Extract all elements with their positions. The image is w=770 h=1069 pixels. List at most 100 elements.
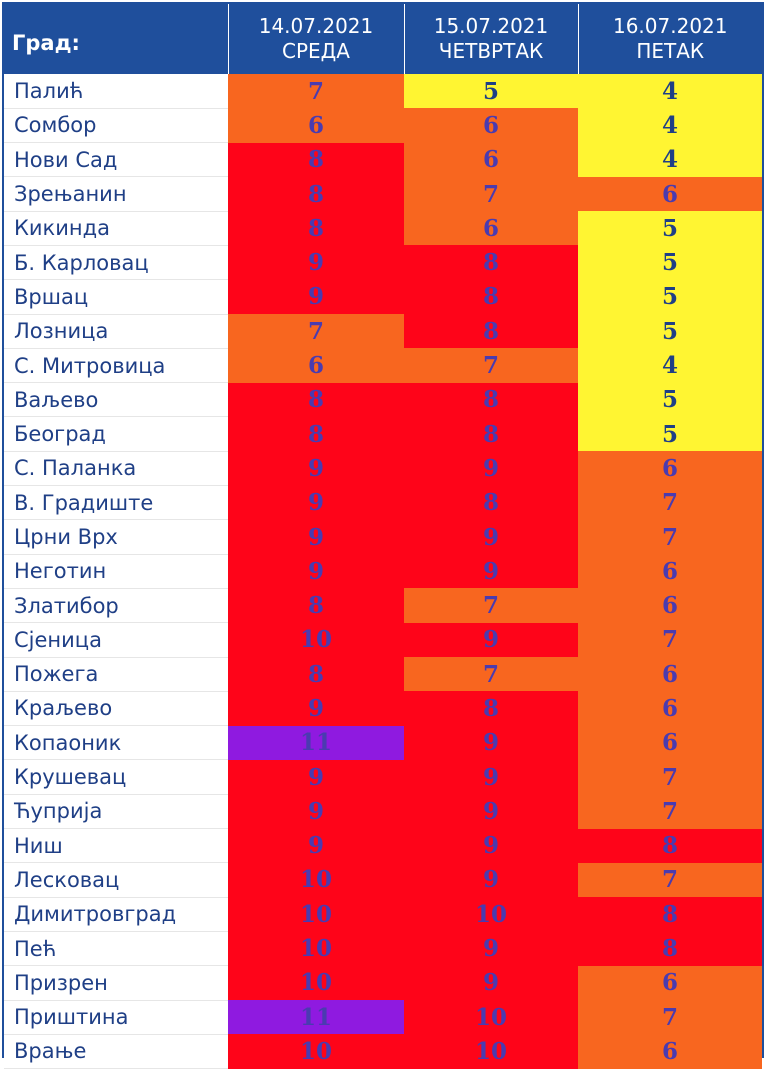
uv-index-cell: 9 xyxy=(404,759,578,795)
uv-index-cell: 8 xyxy=(228,176,404,212)
uv-index-cell: 10 xyxy=(404,1034,578,1069)
day-weekday: ПЕТАК xyxy=(636,39,705,63)
uv-index-cell: 8 xyxy=(404,279,578,315)
table-row: Пећ 10 9 8 xyxy=(4,931,762,967)
uv-index-cell: 9 xyxy=(404,828,578,863)
uv-index-cell: 7 xyxy=(578,759,762,795)
day-column-header: 15.07.2021 ЧЕТВРТАК xyxy=(404,4,579,74)
uv-index-cell: 6 xyxy=(578,1034,762,1069)
uv-index-cell: 10 xyxy=(228,862,404,898)
city-name: Зрењанин xyxy=(4,176,228,212)
city-column-header: Град: xyxy=(4,4,229,74)
uv-index-cell: 7 xyxy=(404,176,578,212)
uv-index-cell: 6 xyxy=(578,691,762,726)
uv-index-cell: 9 xyxy=(228,691,404,726)
city-name: Црни Врх xyxy=(4,519,228,555)
uv-index-cell: 5 xyxy=(578,279,762,315)
uv-index-cell: 6 xyxy=(578,451,762,486)
city-name: Ћуприја xyxy=(4,794,228,830)
uv-index-cell: 8 xyxy=(578,828,762,863)
city-name: Копаоник xyxy=(4,725,228,761)
uv-index-cell: 9 xyxy=(404,862,578,898)
uv-index-cell: 11 xyxy=(228,725,404,760)
city-name: Врање xyxy=(4,1034,228,1069)
table-row: Димитровград 10 10 8 xyxy=(4,897,762,932)
table-row: Сјеница 10 9 7 xyxy=(4,622,762,658)
uv-index-cell: 10 xyxy=(228,1034,404,1069)
city-name: Приштина xyxy=(4,1000,228,1035)
city-name: Вршац xyxy=(4,279,228,315)
uv-index-cell: 10 xyxy=(228,897,404,932)
city-name: Краљево xyxy=(4,691,228,727)
table-row: Београд 8 8 5 xyxy=(4,416,762,452)
table-row: Зрењанин 8 7 6 xyxy=(4,176,762,212)
uv-index-cell: 8 xyxy=(228,382,404,417)
day-weekday: СРЕДА xyxy=(282,39,350,63)
uv-index-cell: 10 xyxy=(228,622,404,658)
table-row: Врање 10 10 6 xyxy=(4,1034,762,1069)
uv-index-cell: 5 xyxy=(578,245,762,280)
uv-index-cell: 9 xyxy=(404,519,578,555)
city-name: Призрен xyxy=(4,965,228,1001)
uv-index-cell: 8 xyxy=(404,691,578,726)
table-row: Црни Врх 9 9 7 xyxy=(4,519,762,555)
uv-index-cell: 6 xyxy=(228,108,404,143)
uv-index-cell: 8 xyxy=(404,416,578,452)
table-row: Златибор 8 7 6 xyxy=(4,588,762,624)
table-row: Палић 7 5 4 xyxy=(4,74,762,109)
city-name: Кикинда xyxy=(4,211,228,246)
uv-index-cell: 10 xyxy=(228,931,404,966)
table-row: Приштина 11 10 7 xyxy=(4,1000,762,1035)
table-row: Б. Карловац 9 8 5 xyxy=(4,245,762,281)
uv-index-cell: 7 xyxy=(578,485,762,520)
uv-index-cell: 4 xyxy=(578,142,762,177)
city-name: Ниш xyxy=(4,828,228,864)
uv-index-cell: 7 xyxy=(578,519,762,555)
uv-index-cell: 6 xyxy=(578,588,762,623)
uv-index-cell: 7 xyxy=(578,622,762,658)
city-name: Сомбор xyxy=(4,108,228,144)
uv-index-cell: 7 xyxy=(578,794,762,829)
uv-index-cell: 5 xyxy=(578,211,762,246)
uv-index-cell: 4 xyxy=(578,74,762,109)
uv-index-cell: 9 xyxy=(404,931,578,966)
uv-index-cell: 8 xyxy=(228,211,404,246)
uv-index-cell: 9 xyxy=(404,622,578,658)
city-name: С. Паланка xyxy=(4,451,228,487)
uv-index-cell: 7 xyxy=(578,1000,762,1035)
table-row: Ћуприја 9 9 7 xyxy=(4,794,762,830)
table-row: Нови Сад 8 6 4 xyxy=(4,142,762,178)
uv-index-cell: 6 xyxy=(578,725,762,760)
city-name: Београд xyxy=(4,416,228,452)
day-column-header: 14.07.2021 СРЕДА xyxy=(228,4,405,74)
city-name: Пећ xyxy=(4,931,228,967)
uv-index-cell: 10 xyxy=(404,897,578,932)
uv-index-cell: 9 xyxy=(228,554,404,589)
uv-index-cell: 6 xyxy=(578,554,762,589)
uv-index-cell: 9 xyxy=(228,245,404,280)
uv-index-cell: 6 xyxy=(578,176,762,212)
day-date: 15.07.2021 xyxy=(433,14,549,38)
uv-index-cell: 11 xyxy=(228,1000,404,1035)
table-row: С. Паланка 9 9 6 xyxy=(4,451,762,487)
table-header-row: Град: 14.07.2021 СРЕДА 15.07.2021 ЧЕТВРТ… xyxy=(4,4,762,74)
day-weekday: ЧЕТВРТАК xyxy=(438,39,544,63)
uv-index-cell: 8 xyxy=(578,897,762,932)
city-name: Крушевац xyxy=(4,759,228,795)
uv-index-cell: 7 xyxy=(404,657,578,692)
city-name: С. Митровица xyxy=(4,348,228,384)
city-name: Лозница xyxy=(4,314,228,349)
city-name: Б. Карловац xyxy=(4,245,228,281)
uv-index-cell: 5 xyxy=(404,74,578,109)
uv-index-cell: 8 xyxy=(404,382,578,417)
city-name: В. Градиште xyxy=(4,485,228,521)
uv-index-cell: 4 xyxy=(578,108,762,143)
city-name: Димитровград xyxy=(4,897,228,932)
city-name: Неготин xyxy=(4,554,228,589)
table-row: Призрен 10 9 6 xyxy=(4,965,762,1001)
table-row: С. Митровица 6 7 4 xyxy=(4,348,762,384)
uv-index-cell: 7 xyxy=(228,314,404,349)
table-row: Неготин 9 9 6 xyxy=(4,554,762,589)
uv-index-cell: 8 xyxy=(578,931,762,966)
uv-index-cell: 9 xyxy=(228,279,404,315)
